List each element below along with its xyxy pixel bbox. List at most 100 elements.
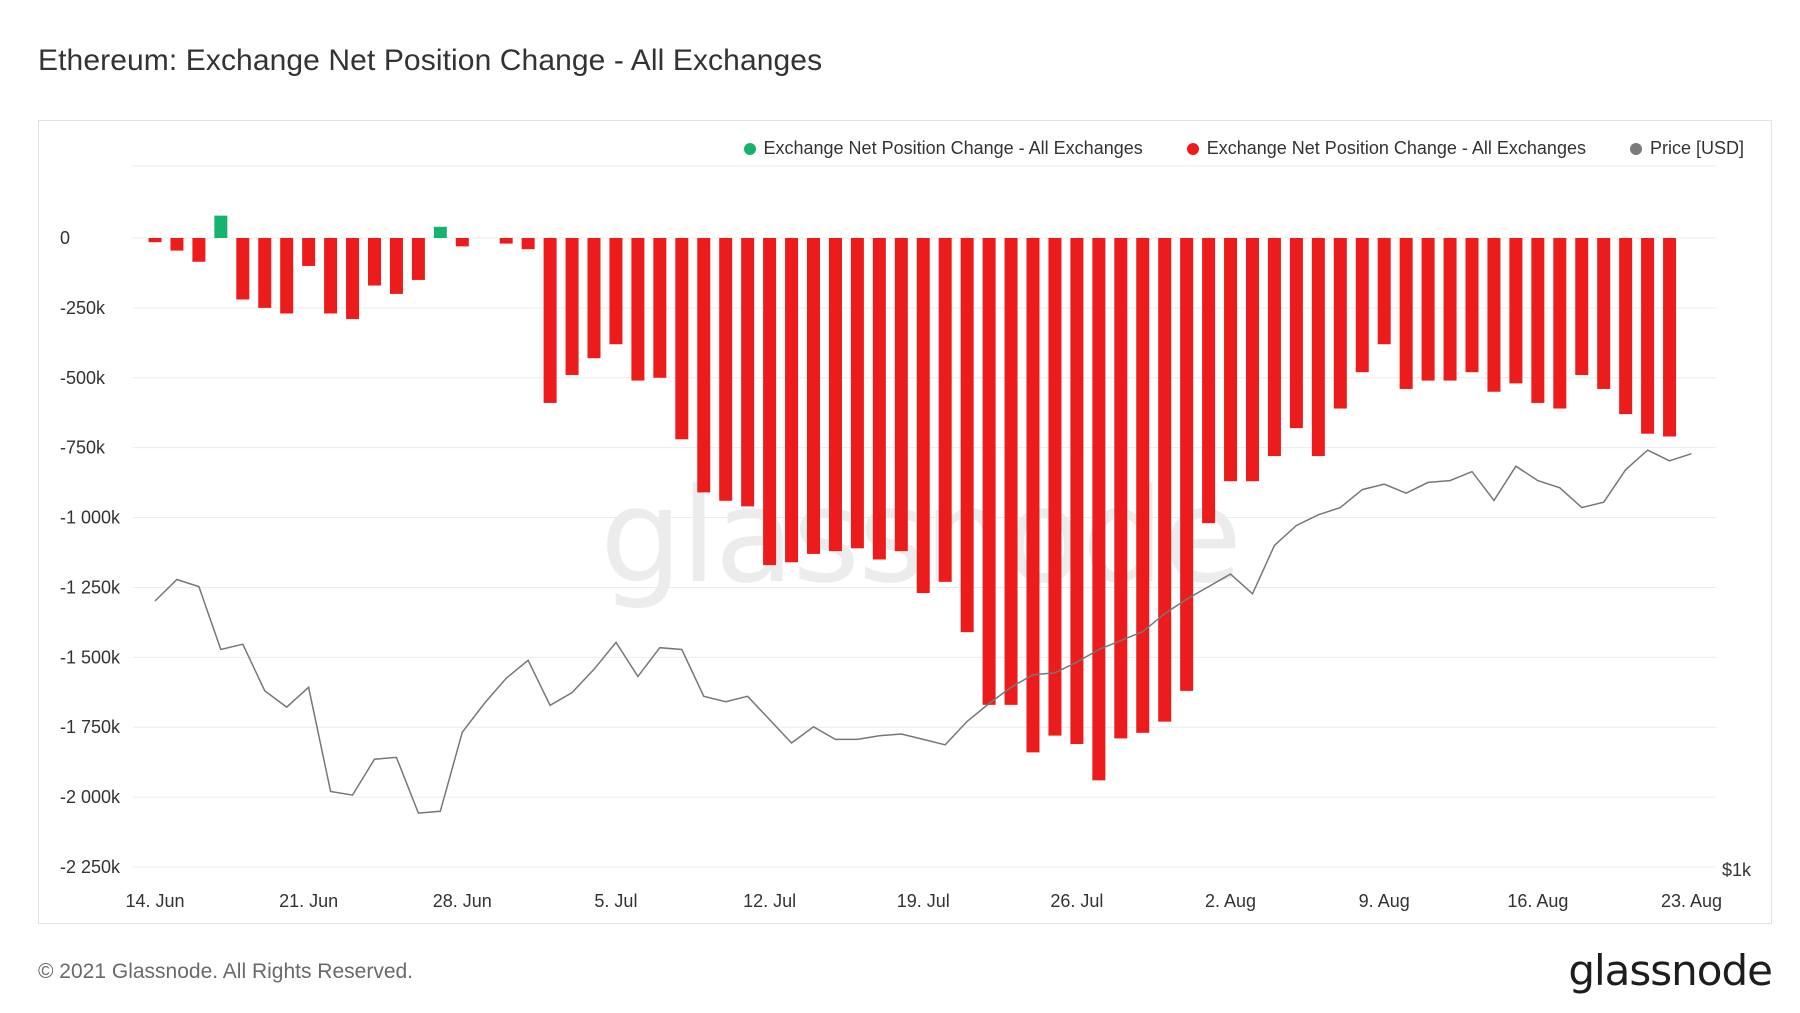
bar-negative	[938, 238, 952, 582]
bar-negative	[1553, 238, 1567, 409]
bar-negative	[1224, 238, 1238, 482]
secondary-axis-label: $1k	[1722, 860, 1752, 880]
bar-negative	[1114, 238, 1128, 739]
bar-negative	[1421, 238, 1435, 381]
bar-negative	[872, 238, 886, 560]
bar-negative	[1026, 238, 1040, 753]
bar-negative	[236, 238, 250, 300]
legend-label-price: Price [USD]	[1649, 138, 1744, 158]
bar-negative	[170, 238, 184, 251]
bar-negative	[389, 238, 403, 294]
bar-negative	[1333, 238, 1347, 409]
bar-negative	[258, 238, 272, 308]
x-tick-label: 26. Jul	[1050, 891, 1103, 911]
bar-negative	[1246, 238, 1259, 482]
bar-negative	[719, 238, 733, 501]
bar-negative	[741, 238, 755, 507]
legend-label-positive: Exchange Net Position Change - All Excha…	[763, 138, 1143, 158]
x-tick-label: 19. Jul	[897, 891, 950, 911]
y-tick-label: -1 500k	[60, 647, 121, 667]
bar-negative	[982, 238, 996, 705]
glassnode-logo[interactable]: glassnode	[1568, 946, 1773, 995]
bar-negative	[1202, 238, 1216, 524]
x-tick-label: 12. Jul	[743, 891, 796, 911]
bar-negative	[1465, 238, 1479, 373]
bar-negative	[1531, 238, 1545, 403]
legend-dot-price	[1629, 142, 1642, 155]
x-tick-label: 14. Jun	[125, 891, 184, 911]
bar-negative	[587, 238, 601, 359]
bar-negative	[368, 238, 381, 286]
bar-negative	[1575, 238, 1589, 375]
bar-negative	[1048, 238, 1062, 736]
bar-negative	[543, 238, 557, 403]
chart-title: Ethereum: Exchange Net Position Change -…	[38, 44, 823, 77]
bar-negative	[675, 238, 689, 440]
x-tick-label: 28. Jun	[433, 891, 492, 911]
bar-negative	[455, 238, 469, 247]
bar-negative	[1289, 238, 1303, 429]
bar-negative	[499, 238, 513, 244]
legend-item-price[interactable]: Price [USD]	[1629, 138, 1744, 159]
bar-negative	[565, 238, 579, 375]
bar-negative	[763, 238, 777, 566]
bar-negative	[1663, 238, 1677, 437]
chart-bars	[148, 215, 1677, 781]
legend-dot-positive	[743, 142, 756, 155]
y-tick-label: -1 250k	[60, 577, 121, 597]
chart-price-line	[154, 449, 1692, 814]
bar-negative	[697, 238, 711, 493]
x-tick-label: 9. Aug	[1359, 891, 1410, 911]
y-tick-label: -750k	[60, 438, 106, 458]
bar-negative	[148, 238, 162, 243]
bar-negative	[1070, 238, 1084, 744]
bar-negative	[1004, 238, 1018, 705]
x-tick-label: 23. Aug	[1661, 891, 1722, 911]
bar-negative	[1619, 238, 1633, 415]
x-tick-label: 21. Jun	[279, 891, 338, 911]
bar-negative	[828, 238, 842, 552]
bar-negative	[1487, 238, 1501, 392]
bar-negative	[1355, 238, 1369, 373]
bar-negative	[280, 238, 294, 314]
bar-positive	[433, 226, 447, 238]
copyright-footer: © 2021 Glassnode. All Rights Reserved.	[38, 960, 414, 983]
y-tick-label: -500k	[60, 368, 106, 388]
chart-legend: Exchange Net Position Change - All Excha…	[743, 138, 1744, 159]
x-tick-label: 2. Aug	[1205, 891, 1256, 911]
bar-negative	[631, 238, 645, 381]
chart-x-axis: 14. Jun 21. Jun 28. Jun 5. Jul 12. Jul 19. Ju…	[125, 891, 1722, 911]
bar-negative	[1377, 238, 1391, 345]
y-tick-label: 0	[60, 228, 70, 248]
bar-negative	[916, 238, 930, 594]
bar-negative	[324, 238, 338, 314]
bar-negative	[302, 238, 316, 266]
y-tick-label: -2 000k	[60, 787, 121, 807]
x-tick-label: 16. Aug	[1507, 891, 1568, 911]
legend-item-positive[interactable]: Exchange Net Position Change - All Excha…	[743, 138, 1143, 159]
bar-negative	[1597, 238, 1611, 389]
y-tick-label: -1 750k	[60, 717, 121, 737]
legend-item-negative[interactable]: Exchange Net Position Change - All Excha…	[1186, 138, 1586, 159]
bar-negative	[1641, 238, 1655, 434]
bar-negative	[785, 238, 799, 563]
bar-negative	[1158, 238, 1172, 722]
bar-negative	[1443, 238, 1457, 381]
bar-negative	[346, 238, 360, 320]
x-tick-label: 5. Jul	[594, 891, 637, 911]
bar-negative	[1092, 238, 1106, 781]
bar-negative	[850, 238, 864, 549]
bar-negative	[609, 238, 623, 345]
bar-negative	[807, 238, 820, 554]
bar-negative	[192, 238, 206, 262]
bar-negative	[653, 238, 667, 378]
y-tick-label: -250k	[60, 298, 106, 318]
bar-negative	[411, 238, 425, 280]
bar-negative	[1509, 238, 1523, 384]
bar-negative	[521, 238, 535, 250]
bar-negative	[1267, 238, 1281, 457]
bar-positive	[214, 215, 228, 238]
bar-negative	[894, 238, 908, 552]
bar-negative	[1136, 238, 1150, 733]
